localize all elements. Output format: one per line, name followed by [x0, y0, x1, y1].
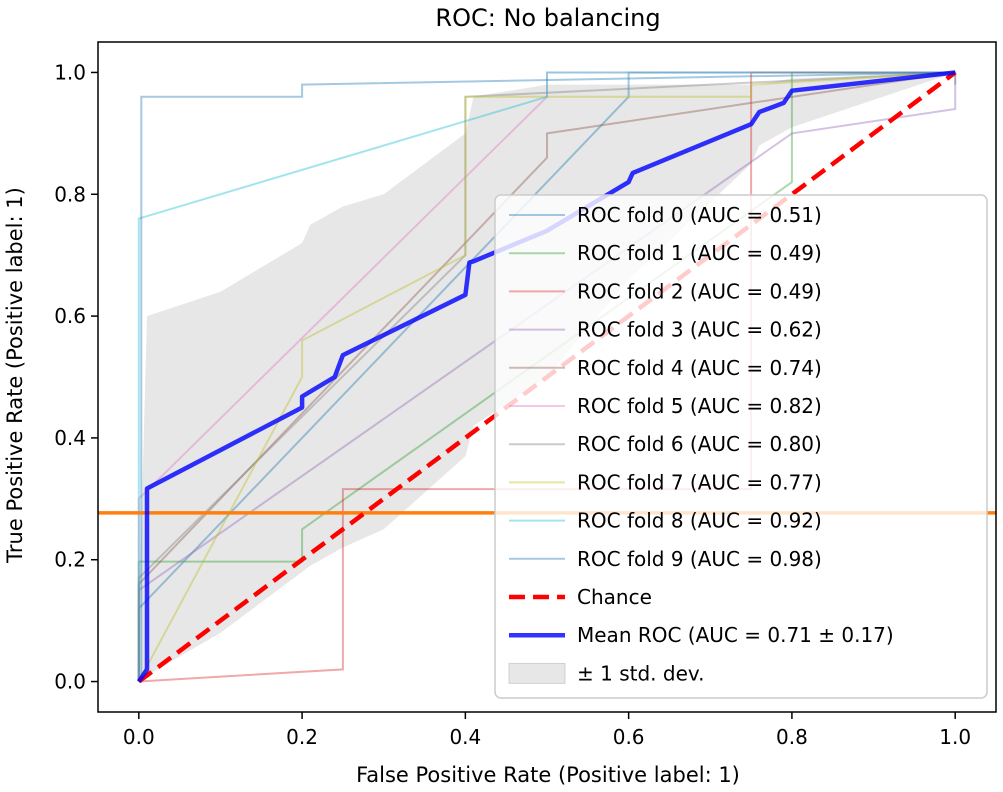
- legend: ROC fold 0 (AUC = 0.51) ROC fold 1 (AUC =…: [494, 194, 988, 699]
- y-tick-label: 0.2: [54, 548, 86, 572]
- x-tick-label: 1.0: [939, 725, 971, 749]
- y-tick-label: 0.8: [54, 182, 86, 206]
- roc-fold-6-line: [137, 71, 956, 682]
- legend-label: ± 1 std. dev.: [577, 661, 705, 685]
- x-tick-label: 0.2: [286, 725, 318, 749]
- legend-label: Chance: [577, 585, 652, 609]
- x-tick-label: 0.0: [123, 725, 155, 749]
- y-tick-label: 0.6: [54, 304, 86, 328]
- roc-fold-3-line: [137, 72, 957, 682]
- legend-label: ROC fold 0 (AUC = 0.51): [577, 203, 822, 227]
- legend-label: ROC fold 7 (AUC = 0.77): [577, 470, 822, 494]
- legend-label: ROC fold 8 (AUC = 0.92): [577, 509, 822, 533]
- roc-fold-8-line: [137, 71, 956, 682]
- x-tick-label: 0.4: [449, 725, 481, 749]
- y-axis-label: True Positive Rate (Positive label: 1): [3, 187, 27, 564]
- legend-label: ROC fold 9 (AUC = 0.98): [577, 547, 822, 571]
- legend-label: ROC fold 5 (AUC = 0.82): [577, 394, 822, 418]
- legend-label: ROC fold 6 (AUC = 0.80): [577, 432, 822, 456]
- roc-fold-4-line: [137, 71, 956, 682]
- mean-roc-line: [136, 70, 956, 683]
- chart-title: ROC: No balancing: [435, 4, 660, 32]
- roc-fold-7-line: [137, 71, 956, 682]
- y-tick-label: 1.0: [54, 60, 86, 84]
- legend-label: ROC fold 1 (AUC = 0.49): [577, 241, 822, 265]
- roc-fold-5-line: [137, 71, 956, 682]
- legend-label: ROC fold 4 (AUC = 0.74): [577, 356, 822, 380]
- legend-label: ROC fold 2 (AUC = 0.49): [577, 279, 822, 303]
- legend-box: [494, 194, 988, 699]
- axes-frame: [97, 41, 997, 713]
- roc-fold-0-line: [137, 71, 956, 682]
- y-tick-label: 0.4: [54, 426, 86, 450]
- legend-label: Mean ROC (AUC = 0.71 ± 0.17): [577, 623, 894, 647]
- legend-label: ROC fold 3 (AUC = 0.62): [577, 318, 822, 342]
- x-tick-label: 0.6: [613, 725, 645, 749]
- axes: 0.0 0.2 0.4 0.6 0.8 1.0 0.0 0.2 0.4 0.6 0.8 1.0: [54, 41, 997, 749]
- x-axis-label: False Positive Rate (Positive label: 1): [356, 763, 740, 787]
- y-tick-label: 0.0: [54, 670, 86, 694]
- legend-swatch: [508, 662, 566, 684]
- x-tick-label: 0.8: [776, 725, 808, 749]
